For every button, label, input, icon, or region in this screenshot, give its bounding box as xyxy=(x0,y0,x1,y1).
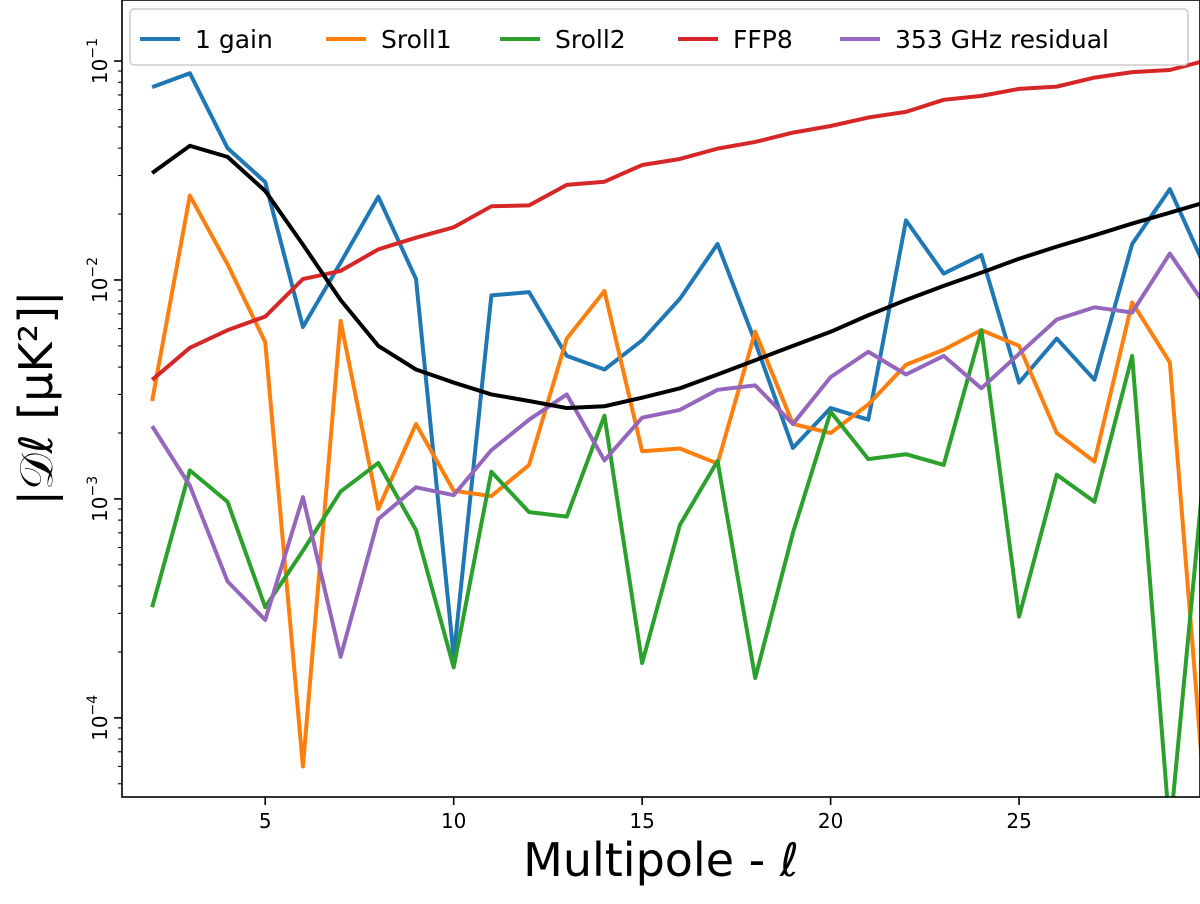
series-layer xyxy=(150,59,1200,797)
series-line-ffp8 xyxy=(150,59,1200,382)
legend-box xyxy=(129,8,1189,66)
plot-frame xyxy=(121,0,1200,798)
y-tick-label: 10−2 xyxy=(85,257,112,303)
legend-label: Sroll1 xyxy=(381,25,452,54)
y-tick-label: 10−1 xyxy=(85,38,112,84)
x-tick-label: 10 xyxy=(441,809,466,833)
legend-label: 1 gain xyxy=(195,25,273,54)
x-tick-label: 20 xyxy=(818,809,843,833)
legend: 1 gain Sroll1 Sroll2 FFP8 353 GHz residual xyxy=(129,8,1189,66)
x-tick-label: 15 xyxy=(629,809,654,833)
y-tick-label: 10−3 xyxy=(85,476,112,522)
series-line-353-ghz-residual xyxy=(150,251,1200,659)
x-tick-label: 5 xyxy=(259,809,272,833)
series-line-sroll2 xyxy=(150,328,1200,797)
legend-label: Sroll2 xyxy=(555,25,626,54)
legend-label: FFP8 xyxy=(733,25,793,54)
x-axis-label: Multipole - ℓ xyxy=(523,833,799,887)
x-axis: 5 10 15 20 25 xyxy=(259,797,1032,833)
series-line-reference xyxy=(150,143,1200,411)
y-axis: 10−4 10−3 10−2 10−1 xyxy=(85,38,122,785)
series-line-sroll1 xyxy=(150,193,1200,769)
x-tick-label: 25 xyxy=(1006,809,1031,833)
y-axis-label: |𝒟ℓ [μK²]| xyxy=(9,290,64,505)
legend-label: 353 GHz residual xyxy=(895,25,1109,54)
y-tick-label: 10−4 xyxy=(85,695,112,741)
